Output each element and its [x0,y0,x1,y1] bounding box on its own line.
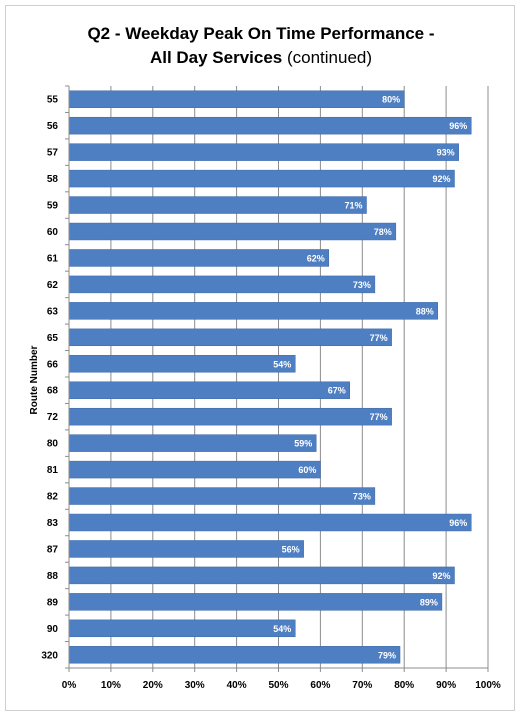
x-tick-label: 80% [394,680,414,691]
y-category-label: 56 [47,121,59,132]
y-category-label: 57 [47,148,59,159]
bar [68,646,401,664]
y-category-label: 65 [47,333,59,344]
x-tick-label: 20% [143,680,163,691]
x-tick-label: 40% [227,680,247,691]
y-category-label: 59 [47,201,59,212]
bar-data-label: 67% [328,386,346,396]
bar-data-label: 78% [374,227,392,237]
y-category-label: 72 [47,412,59,423]
bar [68,593,443,611]
x-tick-label: 100% [475,680,501,691]
y-category-label: 60 [47,227,59,238]
chart-title: Q2 - Weekday Peak On Time Performance - … [0,22,522,70]
bar [68,407,392,426]
y-category-label: 63 [47,306,59,317]
bar [68,116,472,135]
bar-data-label: 92% [432,174,450,184]
bar-data-label: 73% [353,280,371,290]
y-category-label: 80 [47,439,59,450]
bar-data-label: 77% [370,333,388,343]
bar-data-label: 73% [353,492,371,502]
bar-data-label: 89% [420,597,438,607]
y-category-label: 81 [47,465,59,476]
bar [68,196,367,214]
bar [68,328,392,347]
bar-data-label: 92% [432,571,450,581]
y-category-label: 58 [47,174,59,185]
bar [68,249,330,267]
x-tick-label: 10% [101,680,121,691]
bar-layer [68,90,472,664]
bar-data-label: 93% [437,148,455,158]
bar [68,222,397,241]
bar [68,540,304,558]
x-tick-label: 90% [436,680,456,691]
bar [68,275,376,294]
bar-data-label: 59% [294,439,312,449]
bar-data-label: 54% [273,624,291,634]
bar-data-label: 77% [370,412,388,422]
y-category-label: 62 [47,280,59,291]
bar [68,143,459,161]
y-category-label: 66 [47,359,59,370]
x-tick-label: 30% [185,680,205,691]
bar-data-label: 80% [382,95,400,105]
bar [68,434,317,452]
label-layer: 80% 96% 93% 92% 71% 78% 62% 73% 88% 77% 54% 67% 77% 5… [273,95,467,661]
bar-data-label: 54% [273,359,291,369]
chart-title-line2-bold: All Day Services [149,48,283,67]
y-category-label: 90 [47,624,59,635]
bar [68,460,321,479]
bar [68,355,296,373]
y-category-label: 55 [47,95,59,106]
bar [68,566,455,585]
bar [68,90,405,108]
bar-data-label: 88% [416,306,434,316]
y-category-label: 87 [47,544,59,555]
bar [68,381,350,399]
y-category-label: 82 [47,492,59,503]
bar-data-label: 79% [378,650,396,660]
bar [68,619,296,638]
y-category-label: 61 [47,253,59,264]
bar [68,513,472,532]
y-category-label: 320 [41,650,58,661]
y-category-label: 83 [47,518,59,529]
bar-data-label: 96% [449,121,467,131]
bar [68,302,438,320]
x-tick-label: 70% [352,680,372,691]
chart-title-line2-normal: (continued) [286,48,373,67]
bar [68,487,376,505]
y-category-label: 88 [47,571,59,582]
y-category-label: 89 [47,597,59,608]
y-axis-label: Route Number [29,345,40,414]
bar-data-label: 56% [282,544,300,554]
x-tick-label: 0% [62,680,77,691]
bar-data-label: 96% [449,518,467,528]
chart-title-line2: All Day Services (continued) [0,46,522,70]
bar [68,169,455,188]
axis-layer: 0% 10% 20% 30% 40% 50% 60% 70% 80% 90% 100% 55 56 57 5… [41,85,501,691]
y-category-label: 68 [47,386,59,397]
x-tick-label: 50% [268,680,288,691]
x-tick-label: 60% [310,680,330,691]
chart-title-line1: Q2 - Weekday Peak On Time Performance - [87,24,435,43]
bar-data-label: 60% [298,465,316,475]
bar-data-label: 62% [307,253,325,263]
bar-data-label: 71% [344,201,362,211]
